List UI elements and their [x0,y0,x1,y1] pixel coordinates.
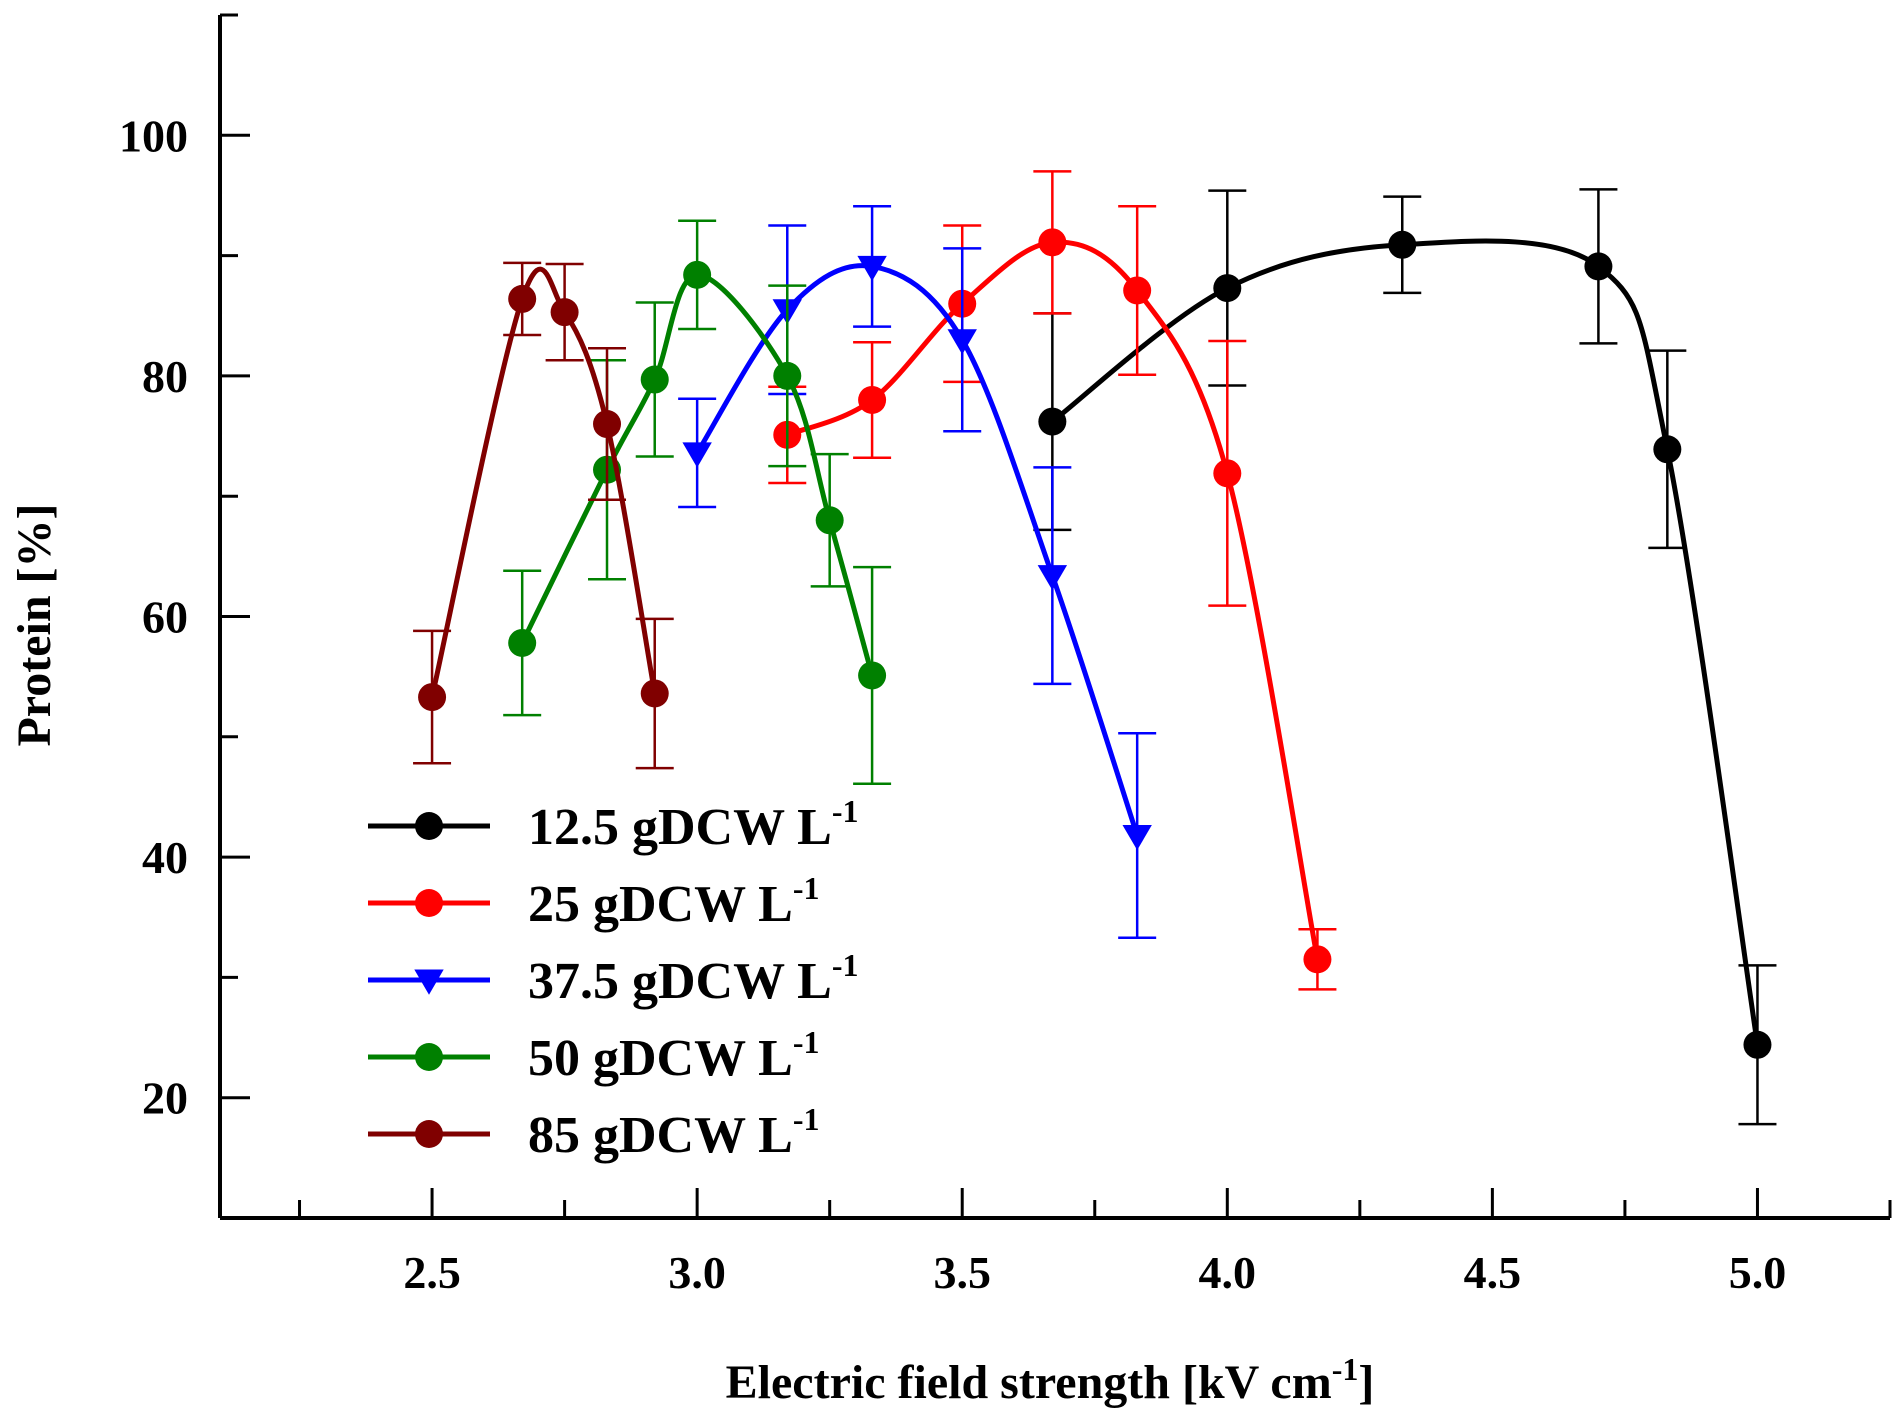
legend-item-3: 37.5 gDCW L-1 [368,947,859,1010]
series-2 [768,170,1337,991]
data-point [418,683,447,712]
data-point [947,329,977,355]
legend-label-sup: -1 [793,1024,820,1060]
data-point [508,284,537,313]
legend-label: 85 gDCW L-1 [528,1101,820,1164]
data-point [1123,276,1152,305]
series-line [786,239,1320,960]
data-point [1743,1030,1772,1059]
data-point [1584,252,1613,281]
legend-label: 37.5 gDCW L-1 [528,947,859,1010]
legend-item-2: 25 gDCW L-1 [368,870,820,933]
legend-label: 50 gDCW L-1 [528,1024,820,1087]
legend-item-1: 12.5 gDCW L-1 [368,793,859,856]
data-point [1038,228,1067,257]
legend-label-main: 85 gDCW L [528,1107,793,1164]
y-tick-label: 60 [142,592,188,643]
data-point [1122,824,1152,851]
legend-label: 12.5 gDCW L-1 [528,793,859,856]
data-point [683,260,712,289]
series-5 [413,261,674,770]
y-tick-label: 100 [119,110,188,161]
x-axis-title-sup: -1 [1332,1351,1359,1387]
data-point [508,628,537,657]
series-3 [678,205,1157,939]
data-point [1388,230,1417,259]
legend-swatch-marker [415,1120,443,1148]
data-point [857,255,887,282]
legend-swatch-marker [415,812,443,840]
x-tick-label: 3.0 [668,1247,726,1298]
x-tick-label: 4.0 [1199,1247,1257,1298]
data-point [858,385,887,414]
data-point [1303,945,1332,974]
data-point [640,679,669,708]
x-axis-title-main: Electric field strength [kV cm [726,1356,1332,1409]
data-point [593,410,622,439]
data-point [682,442,712,468]
data-point [1653,435,1682,464]
legend-label-sup: -1 [793,1101,820,1137]
series-line [1050,238,1760,1046]
legend-swatch-marker [414,969,444,995]
legend-swatch-marker [415,1043,443,1071]
data-point [1213,274,1242,303]
data-point [640,365,669,394]
data-point [550,298,579,327]
y-tick-label: 80 [142,351,188,402]
data-point [858,661,887,690]
y-tick-label: 20 [142,1073,188,1124]
data-point [815,506,844,535]
legend-label: 25 gDCW L-1 [528,870,820,933]
legend-swatch-marker [415,889,443,917]
x-tick-label: 3.5 [933,1247,991,1298]
x-tick-label: 4.5 [1464,1247,1522,1298]
legend-item-4: 50 gDCW L-1 [368,1024,820,1087]
x-axis-title-close: ] [1358,1356,1374,1409]
data-point [773,361,802,390]
legend-label-main: 37.5 gDCW L [528,953,832,1010]
series-4 [503,219,892,785]
data-point [1213,459,1242,488]
legend-label-sup: -1 [832,793,859,829]
series-1 [1033,188,1777,1126]
x-tick-label: 5.0 [1729,1247,1787,1298]
legend-label-main: 50 gDCW L [528,1030,793,1087]
data-point [1038,407,1067,436]
series-layer [413,170,1777,1126]
axes-layer: 20 40 60 80 100 2.5 3.0 3.5 4.0 4.5 5.0 [119,13,1892,1298]
legend-label-sup: -1 [793,870,820,906]
y-axis-title: Protein [%] [8,503,61,746]
legend-item-5: 85 gDCW L-1 [368,1101,820,1164]
data-point [1037,565,1068,591]
series-line [429,266,658,698]
legend-label-main: 12.5 gDCW L [528,799,832,856]
x-tick-label: 2.5 [403,1247,461,1298]
legend-label-main: 25 gDCW L [528,876,793,933]
series-line [695,263,1140,837]
legend-label-sup: -1 [832,947,859,983]
y-tick-label: 40 [142,832,188,883]
x-axis-title: Electric field strength [kV cm-1] [726,1351,1375,1409]
legend: 12.5 gDCW L-125 gDCW L-137.5 gDCW L-150 … [368,793,859,1164]
